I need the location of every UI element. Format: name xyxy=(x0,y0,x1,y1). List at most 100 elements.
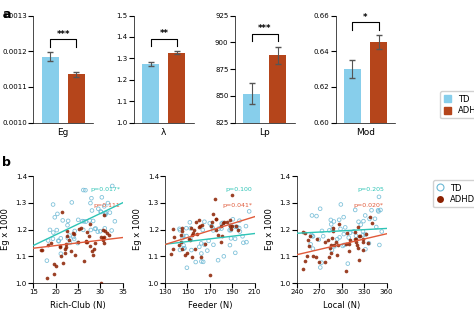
Point xyxy=(82,240,90,245)
Point xyxy=(218,226,225,231)
Point xyxy=(375,194,383,199)
Point xyxy=(191,246,199,251)
Point xyxy=(375,243,383,248)
Point xyxy=(371,216,379,221)
Point xyxy=(49,236,57,241)
Point xyxy=(342,242,350,247)
Point xyxy=(200,259,207,264)
Point xyxy=(326,246,334,251)
Point xyxy=(214,232,222,237)
Point xyxy=(77,225,84,230)
Point xyxy=(184,251,191,256)
Point xyxy=(218,233,226,238)
Point xyxy=(308,233,315,238)
Point xyxy=(177,239,185,244)
Point xyxy=(307,242,314,247)
Point xyxy=(312,254,320,259)
Point xyxy=(88,248,96,253)
Point xyxy=(218,221,226,226)
Point xyxy=(356,234,364,239)
Point xyxy=(46,227,54,232)
Point xyxy=(375,209,383,214)
Point xyxy=(329,226,337,231)
Point xyxy=(53,228,61,233)
Point xyxy=(105,232,113,237)
Point xyxy=(361,213,369,218)
Point xyxy=(227,228,235,233)
Point xyxy=(328,222,335,227)
Point xyxy=(351,207,359,212)
Point xyxy=(86,221,94,226)
Point xyxy=(103,230,111,235)
Point xyxy=(74,217,82,222)
Point xyxy=(227,217,234,222)
Point xyxy=(50,261,58,266)
Point xyxy=(333,252,341,257)
Point xyxy=(98,195,106,200)
Bar xyxy=(269,55,286,311)
Point xyxy=(90,219,97,224)
Point xyxy=(180,243,187,248)
Point xyxy=(333,239,340,244)
Point xyxy=(219,220,227,225)
Point xyxy=(360,219,367,224)
Point xyxy=(353,239,360,244)
Point xyxy=(300,230,307,234)
Point xyxy=(228,226,235,231)
Point xyxy=(303,254,311,259)
Point xyxy=(92,226,100,231)
Point xyxy=(336,235,343,240)
Point xyxy=(319,234,327,239)
Point xyxy=(66,240,73,245)
Point xyxy=(176,248,184,253)
Point xyxy=(313,214,320,219)
Point xyxy=(228,224,236,229)
Bar xyxy=(142,64,159,311)
Point xyxy=(66,233,73,238)
Point xyxy=(226,243,234,248)
Point xyxy=(342,268,350,273)
Point xyxy=(100,204,108,209)
Point xyxy=(212,217,220,222)
Text: p=0.111: p=0.111 xyxy=(93,203,120,208)
Point xyxy=(57,236,64,241)
Point xyxy=(178,229,186,234)
Point xyxy=(185,236,193,241)
Point xyxy=(315,237,323,242)
Point xyxy=(43,275,50,280)
Point xyxy=(90,246,98,251)
Point xyxy=(232,225,239,230)
Point xyxy=(183,265,191,270)
Point xyxy=(359,236,367,241)
Point xyxy=(333,237,341,242)
Point xyxy=(88,208,96,213)
Point xyxy=(309,246,317,251)
Point xyxy=(328,248,336,253)
Point xyxy=(201,219,208,224)
Point xyxy=(301,230,309,235)
Y-axis label: Eg x 1000: Eg x 1000 xyxy=(265,209,274,250)
Bar xyxy=(344,69,361,311)
Point xyxy=(236,229,244,234)
Point xyxy=(196,223,204,228)
Point xyxy=(215,226,223,231)
Point xyxy=(49,230,57,235)
Point xyxy=(94,229,101,234)
Point xyxy=(299,267,307,272)
Point xyxy=(355,234,362,239)
Bar xyxy=(168,53,185,311)
Point xyxy=(243,240,250,245)
Point xyxy=(104,201,112,206)
Text: a: a xyxy=(2,8,11,21)
Point xyxy=(339,244,346,248)
Point xyxy=(108,228,116,233)
Point xyxy=(176,226,183,231)
Point xyxy=(69,231,77,236)
Point xyxy=(37,247,45,252)
Point xyxy=(328,236,336,241)
Point xyxy=(187,237,194,242)
Legend: TD, ADHD: TD, ADHD xyxy=(440,91,474,118)
Point xyxy=(80,188,87,193)
Point xyxy=(82,239,89,244)
Point xyxy=(106,210,114,215)
